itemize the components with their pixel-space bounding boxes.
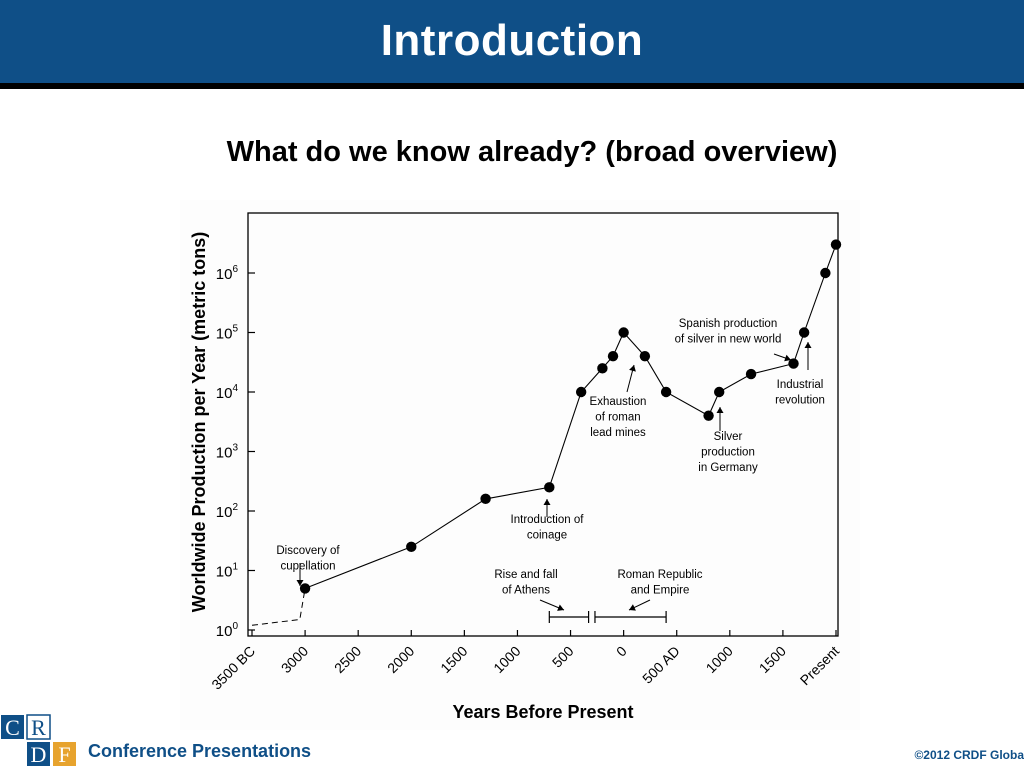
annotation-text: lead mines [590, 427, 646, 439]
data-point [618, 327, 629, 338]
data-point [703, 410, 714, 421]
annotation-arrowhead [716, 407, 724, 413]
annotation-text: Discovery of [276, 545, 340, 557]
annotation-arrowhead [557, 604, 564, 611]
annotation-arrowhead [629, 604, 636, 611]
data-point [798, 327, 810, 338]
logo-letter-c: C [5, 715, 20, 740]
production-chart: 100 101 102 103 104 105 106 3500 BC 3000 2500 200… [180, 200, 860, 730]
data-point [714, 386, 725, 398]
y-tick-label: 102 [216, 502, 239, 521]
data-point [830, 239, 842, 250]
plot-frame [247, 212, 839, 637]
y-tick-label: 105 [216, 324, 239, 343]
annotation-text: Exhaustion [590, 396, 647, 408]
crdf-logo: C R D F [0, 713, 78, 768]
y-axis-label: Worldwide Production per Year (metric to… [189, 232, 209, 612]
annotation-arrowhead [804, 342, 812, 348]
annotation-text: of roman [595, 412, 640, 424]
data-point [406, 541, 417, 553]
annotation-arrowhead [784, 354, 791, 362]
slide-header: Introduction [0, 0, 1024, 83]
chart-background [180, 200, 860, 730]
data-point [544, 482, 555, 493]
annotation-text: of Athens [502, 585, 550, 597]
data-point [607, 350, 619, 362]
y-tick-label: 104 [216, 383, 239, 402]
annotation-text: Industrial [777, 379, 824, 391]
annotation-text: Introduction of [511, 514, 585, 526]
annotation-text: and Empire [631, 585, 690, 597]
annotation-text: Roman Republic [617, 569, 702, 581]
annotation-text: in Germany [698, 462, 758, 474]
data-point [660, 386, 672, 398]
data-point [597, 363, 608, 374]
annotation-text: cupellation [281, 561, 336, 573]
annotation-text: production [701, 447, 755, 459]
data-point [299, 583, 311, 594]
data-point [480, 493, 491, 505]
header-divider [0, 83, 1024, 89]
logo-letter-r: R [31, 715, 46, 740]
annotation-text: coinage [527, 530, 567, 542]
data-point [745, 368, 757, 380]
data-point [639, 350, 651, 362]
y-tick-label: 100 [216, 621, 239, 640]
annotation-arrowhead [629, 365, 636, 372]
logo-letter-d: D [31, 742, 47, 767]
annotation-text: Silver [714, 431, 743, 443]
x-axis-label: Years Before Present [452, 702, 633, 722]
data-point [820, 267, 831, 279]
annotation-arrowhead [543, 499, 551, 505]
data-point [575, 386, 587, 398]
annotation-arrowhead [296, 580, 304, 586]
slide-title: Introduction [380, 15, 644, 65]
logo-letter-f: F [58, 742, 70, 767]
annotation-text: Spanish production [679, 318, 777, 330]
data-point [788, 358, 799, 369]
footer-copyright: ©2012 CRDF Globa [914, 748, 1024, 762]
footer-label: Conference Presentations [88, 741, 312, 761]
y-tick-label: 106 [216, 264, 239, 283]
annotation-text: revolution [775, 395, 825, 407]
annotation-text: of silver in new world [675, 334, 782, 346]
y-tick-label: 103 [216, 443, 239, 462]
annotation-text: Rise and fall [494, 569, 557, 581]
slide-subtitle: What do we know already? (broad overview… [226, 136, 838, 168]
y-tick-label: 101 [216, 562, 239, 581]
